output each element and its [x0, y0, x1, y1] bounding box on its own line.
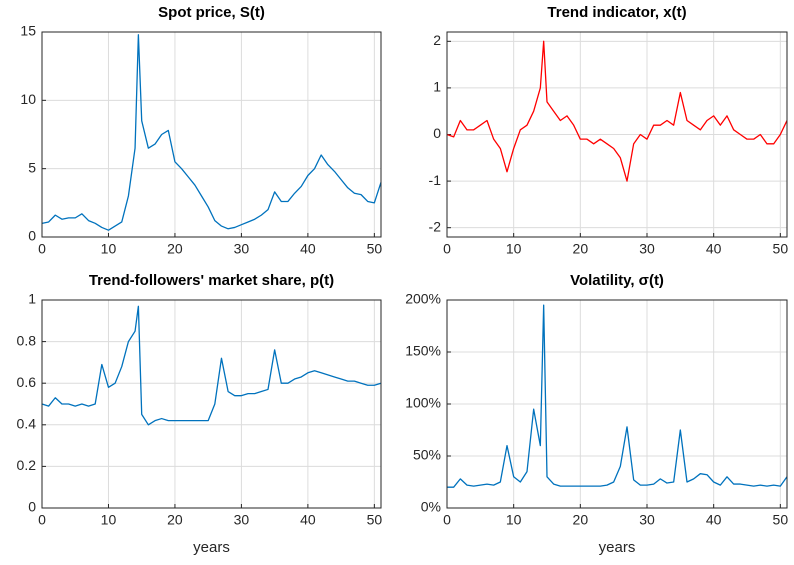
y-tick-label: 200% — [405, 291, 441, 307]
chart-title: Spot price, S(t) — [158, 4, 265, 21]
x-axis-label: years — [599, 539, 636, 556]
x-tick-label: 30 — [639, 512, 655, 528]
x-tick-label: 20 — [167, 512, 183, 528]
series-line — [41, 305, 382, 426]
x-tick-label: 50 — [773, 512, 789, 528]
axes-box — [41, 31, 382, 238]
y-tick-label: 2 — [433, 32, 441, 48]
y-tick-label: -1 — [429, 172, 442, 188]
x-tick-label: 50 — [773, 241, 789, 257]
y-tick-label: 100% — [405, 395, 441, 411]
axes-box — [446, 299, 788, 509]
x-tick-label: 50 — [367, 512, 383, 528]
y-tick-label: 50% — [413, 447, 441, 463]
x-tick-label: 20 — [573, 512, 589, 528]
x-tick-label: 30 — [234, 512, 250, 528]
x-tick-label: 0 — [443, 241, 451, 257]
y-tick-label: 0 — [28, 228, 36, 244]
chart-title: Trend-followers' market share, p(t) — [89, 272, 334, 289]
x-tick-label: 10 — [506, 512, 522, 528]
y-tick-label: 0.4 — [17, 416, 37, 432]
y-tick-label: 5 — [28, 159, 36, 175]
x-tick-label: 0 — [443, 512, 451, 528]
y-tick-label: 0.2 — [17, 457, 37, 473]
series-line — [41, 34, 382, 231]
y-tick-label: 1 — [28, 291, 36, 307]
x-tick-label: 50 — [367, 241, 383, 257]
axes-box — [41, 299, 382, 509]
x-tick-label: 40 — [706, 241, 722, 257]
x-tick-label: 30 — [234, 241, 250, 257]
x-tick-label: 20 — [167, 241, 183, 257]
y-tick-label: 0 — [28, 499, 36, 515]
x-tick-label: 40 — [300, 241, 316, 257]
y-tick-label: 1 — [433, 79, 441, 95]
y-tick-label: 0 — [433, 125, 441, 141]
y-tick-label: 0% — [421, 499, 441, 515]
series-line — [446, 40, 788, 182]
x-tick-label: 10 — [101, 241, 117, 257]
y-tick-label: 150% — [405, 343, 441, 359]
x-axis-label: years — [193, 539, 230, 556]
x-tick-label: 40 — [300, 512, 316, 528]
x-tick-label: 10 — [101, 512, 117, 528]
chart-title: Trend indicator, x(t) — [547, 4, 686, 21]
x-tick-label: 10 — [506, 241, 522, 257]
series-line — [447, 304, 788, 488]
plot-area — [42, 300, 381, 508]
x-tick-label: 40 — [706, 512, 722, 528]
y-tick-label: 15 — [20, 23, 36, 39]
y-tick-label: -2 — [429, 218, 442, 234]
y-tick-label: 0.6 — [17, 374, 37, 390]
x-tick-label: 30 — [639, 241, 655, 257]
chart-title: Volatility, σ(t) — [570, 272, 664, 289]
x-tick-label: 0 — [38, 241, 46, 257]
x-tick-label: 0 — [38, 512, 46, 528]
y-tick-label: 10 — [20, 91, 36, 107]
plot-area — [42, 32, 381, 237]
y-tick-label: 0.8 — [17, 332, 37, 348]
axes-box — [446, 31, 788, 238]
x-tick-label: 20 — [573, 241, 589, 257]
